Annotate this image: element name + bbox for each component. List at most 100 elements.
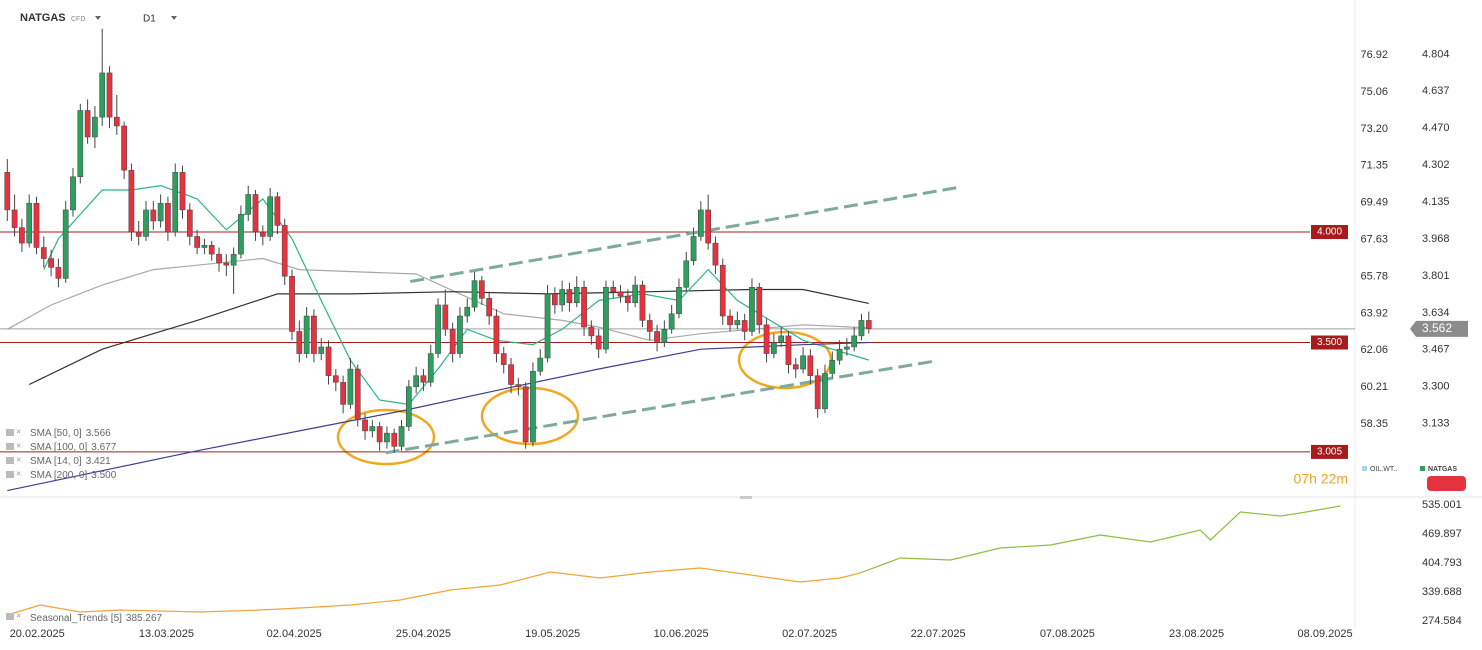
candle-body [661, 329, 668, 343]
candle-body [559, 289, 565, 306]
candle-body [493, 315, 500, 354]
y-tick-label: 4.470 [1422, 122, 1450, 134]
candle-body [734, 320, 741, 326]
candle-body [741, 320, 748, 332]
y-tick-label: 3.801 [1422, 270, 1450, 282]
legend-close: × [16, 440, 21, 450]
candle-body [639, 284, 646, 321]
candle-body [208, 245, 215, 255]
legend-close: × [16, 610, 21, 620]
sma-line [7, 257, 869, 341]
candle-body [603, 287, 609, 350]
timer: 07h 22m [1294, 471, 1348, 487]
level-tag [1311, 444, 1348, 459]
candle-body [99, 72, 106, 118]
panel-handle[interactable] [740, 496, 752, 499]
level-tag [1311, 225, 1348, 240]
candle-body [551, 293, 558, 306]
sma-legend-value: 3.677 [91, 442, 116, 453]
legend-close: × [16, 426, 21, 436]
candle-body [143, 209, 149, 237]
current-price-label: 3.562 [1422, 321, 1452, 335]
y-tick-label: 339.688 [1422, 586, 1462, 598]
candle-body [705, 209, 712, 244]
candle-body [238, 214, 244, 255]
candle-body [26, 203, 33, 244]
candle-body [19, 227, 25, 244]
candle-body [165, 203, 171, 233]
x-tick-label: 02.04.2025 [267, 628, 322, 640]
sma-line [28, 288, 869, 386]
candle-body [413, 375, 419, 387]
x-tick-label: 13.03.2025 [139, 628, 194, 640]
candle-body [106, 72, 113, 118]
candle-body [398, 426, 405, 447]
instrument-type: CFD [71, 16, 85, 23]
candle-body [814, 375, 821, 410]
candle-body [625, 295, 631, 303]
sma-legend-value: 3.421 [86, 456, 111, 467]
candle-body [530, 371, 536, 443]
timeframe-dropdown[interactable] [171, 16, 177, 20]
symbol-dropdown[interactable] [95, 16, 101, 20]
legend-icon [6, 613, 14, 620]
y-tick-label: 3.300 [1422, 381, 1450, 393]
y2-tick-label: 65.78 [1360, 270, 1388, 282]
candle-body [391, 432, 398, 447]
candle-body [186, 209, 193, 237]
y-tick-label: 3.467 [1422, 344, 1450, 356]
candle-body [719, 264, 726, 317]
candle-body [566, 289, 573, 303]
candle-body [128, 169, 135, 233]
highlight-circle [480, 386, 580, 446]
sma-legend: SMA [14, 0] 3.421 [30, 456, 111, 467]
candle-body [690, 236, 697, 262]
candle-body [376, 426, 383, 443]
candle-body [698, 209, 704, 237]
current-price-tag [1410, 320, 1468, 337]
y2-tick-label: 63.92 [1360, 307, 1388, 319]
candle-body [274, 196, 281, 226]
candle-body [4, 172, 11, 211]
y-tick-label: 469.897 [1422, 528, 1462, 540]
candle-body [216, 253, 222, 264]
candle-body [252, 194, 259, 233]
candle-body [362, 419, 368, 432]
candle-body [646, 320, 653, 332]
candle-body [172, 172, 179, 233]
candle-body [201, 245, 208, 248]
y2-tick-label: 76.92 [1360, 49, 1388, 61]
highlight-circle [336, 408, 436, 466]
candle-body [573, 287, 580, 303]
legend-icon [6, 457, 14, 464]
candle-body [70, 176, 76, 211]
candle-body [632, 284, 639, 303]
sma-legend: SMA [200, 0] 3.500 [30, 470, 117, 481]
candle-body [865, 320, 872, 330]
sma-legend-name: SMA [14, 0] [30, 456, 82, 467]
candle-body [303, 315, 310, 354]
legend-swatch [1420, 466, 1425, 471]
sma-legend-name: SMA [50, 0] [30, 428, 82, 439]
action-button[interactable] [1427, 476, 1466, 491]
candle-body [179, 172, 186, 211]
y2-tick-label: 73.20 [1360, 123, 1388, 135]
y2-tick-label: 62.06 [1360, 344, 1388, 356]
candle-body [135, 231, 142, 237]
candle-body [595, 335, 602, 350]
candle-body [449, 329, 456, 354]
candle-body [384, 432, 390, 443]
candle-body [712, 242, 719, 266]
legend-icon [6, 429, 14, 436]
candle-body [33, 203, 40, 248]
candle-body [113, 116, 120, 127]
candle-body [522, 386, 529, 443]
sma-legend: SMA [50, 0] 3.566 [30, 428, 111, 439]
level-label: 3.500 [1317, 337, 1342, 348]
candle-body [749, 287, 755, 332]
candle-body [588, 326, 595, 337]
timeframe[interactable]: D1 [143, 14, 156, 25]
y2-tick-label: 71.35 [1360, 160, 1388, 172]
candle-body [289, 275, 295, 332]
legend-icon [6, 443, 14, 450]
